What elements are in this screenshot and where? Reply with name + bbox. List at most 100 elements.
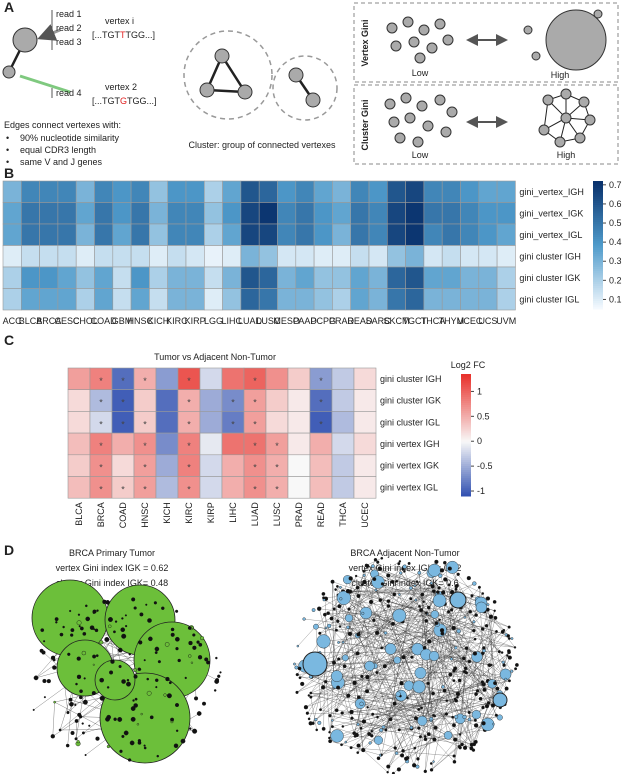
colorbar-step xyxy=(461,457,471,460)
network-edge xyxy=(336,665,370,711)
heatmap-cell xyxy=(313,266,333,289)
network-edge xyxy=(426,587,480,655)
network-node xyxy=(413,716,418,721)
heatmap-cell xyxy=(149,245,168,268)
heatmap-cell xyxy=(423,180,443,203)
sequence: [...TGTGTGG...] xyxy=(92,96,157,106)
network-node xyxy=(170,632,175,637)
heatmap-cell xyxy=(67,476,91,499)
colorbar-step xyxy=(593,291,603,295)
network-node xyxy=(507,625,511,629)
network-node xyxy=(189,727,192,730)
network-node xyxy=(330,729,344,743)
network-node xyxy=(375,671,379,675)
network-node xyxy=(296,644,300,648)
network-node xyxy=(380,753,383,757)
network-node xyxy=(398,560,402,563)
significance-mark: * xyxy=(319,398,323,408)
significance-mark: * xyxy=(253,419,257,429)
network-node xyxy=(52,658,56,662)
network-node xyxy=(484,704,490,709)
network-node xyxy=(472,628,476,633)
network-edge xyxy=(52,702,55,737)
network-edge xyxy=(428,683,434,716)
heatmap-cell xyxy=(287,411,311,434)
heatmap-cell xyxy=(441,288,461,311)
heatmap-cell xyxy=(405,245,425,268)
heatmap-cell xyxy=(265,389,289,412)
network-node xyxy=(338,625,342,628)
heatmap-cell xyxy=(39,180,59,203)
colorbar-step xyxy=(593,302,603,306)
network-edge xyxy=(358,634,404,751)
network-node xyxy=(422,600,425,603)
network-edge xyxy=(449,568,477,616)
colorbar-step xyxy=(461,420,471,424)
heatmap-cell xyxy=(405,180,425,203)
network-node xyxy=(106,686,110,689)
network-node xyxy=(340,743,343,747)
network-edge xyxy=(349,575,357,592)
network-node xyxy=(360,583,364,587)
colorbar-step xyxy=(593,225,603,229)
network-node xyxy=(98,640,104,645)
network-node xyxy=(399,681,404,686)
colorbar-step xyxy=(461,376,471,379)
network-node xyxy=(96,609,99,612)
network-node xyxy=(371,712,375,716)
colorbar-step xyxy=(593,281,603,284)
heatmap-cell xyxy=(20,223,40,246)
colorbar-step xyxy=(461,485,471,489)
network-edge xyxy=(419,606,485,690)
colorbar-step xyxy=(593,296,603,299)
colorbar-step xyxy=(593,181,603,184)
heatmap-cell xyxy=(57,288,77,311)
network-node xyxy=(430,584,435,589)
heatmap-cell xyxy=(185,288,205,311)
network-edge xyxy=(483,647,496,702)
heatmap-cell xyxy=(350,266,370,289)
network-node xyxy=(452,754,456,758)
row-label: gini cluster IGK xyxy=(519,273,580,283)
network-node xyxy=(393,656,401,664)
colorbar-step xyxy=(461,418,471,422)
heatmap-cell xyxy=(222,288,242,311)
network-edge xyxy=(403,568,482,604)
network-node xyxy=(81,722,84,725)
network-edge xyxy=(337,572,401,622)
network-edge xyxy=(426,654,502,697)
network-node xyxy=(180,738,186,744)
network-node xyxy=(462,714,467,720)
colorbar-step xyxy=(593,185,603,188)
network-node xyxy=(344,614,353,623)
column-label: BRCA xyxy=(36,316,61,326)
column-label: BLCA xyxy=(19,316,43,326)
network-node xyxy=(433,714,437,718)
heatmap-cell xyxy=(112,288,132,311)
colorbar-step xyxy=(461,402,471,405)
network-edge xyxy=(337,595,464,659)
network-node xyxy=(409,597,413,601)
network-node xyxy=(219,671,222,674)
heatmap-cell xyxy=(460,266,480,289)
network-node xyxy=(456,695,459,699)
column-label: KICH xyxy=(148,316,170,326)
network-node xyxy=(386,770,389,774)
network-node xyxy=(348,576,353,581)
network-node xyxy=(478,696,483,701)
network-node xyxy=(82,699,88,705)
column-label: KIRP xyxy=(206,502,216,523)
network-node xyxy=(447,566,452,571)
heatmap-cell xyxy=(350,245,370,268)
network-node xyxy=(74,719,79,723)
network-node xyxy=(506,634,511,638)
heatmap-cell xyxy=(20,245,40,268)
column-label: THCA xyxy=(421,316,446,326)
heatmap-cell xyxy=(240,202,260,225)
network-node xyxy=(121,617,124,620)
colorbar-step xyxy=(461,386,471,389)
heatmap-cell xyxy=(130,223,150,246)
vertex-icon xyxy=(12,27,38,53)
network-node xyxy=(134,697,138,701)
heatmap-cell xyxy=(405,266,425,289)
